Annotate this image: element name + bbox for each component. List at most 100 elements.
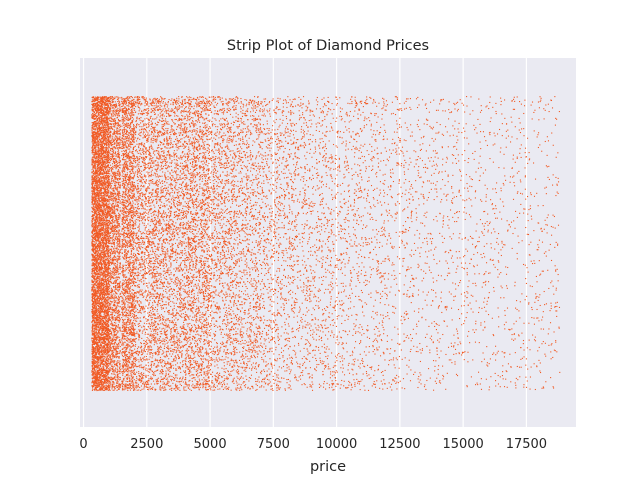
data-point [91, 129, 92, 130]
data-point [100, 363, 101, 364]
data-point [99, 227, 100, 228]
data-point [108, 114, 109, 115]
data-point [102, 289, 103, 290]
data-point [104, 334, 105, 335]
data-point [107, 316, 108, 317]
data-point [99, 170, 100, 171]
data-point [106, 148, 107, 149]
data-point [96, 105, 97, 106]
data-point [100, 214, 101, 215]
data-point [101, 174, 102, 175]
data-point [106, 189, 107, 190]
data-point [92, 365, 93, 366]
data-point [105, 135, 106, 136]
data-point [98, 252, 99, 253]
data-point [105, 279, 106, 280]
data-point [104, 237, 105, 238]
data-point [102, 110, 103, 111]
data-point [106, 208, 107, 209]
data-point [93, 246, 94, 247]
data-point [102, 337, 103, 338]
data-point [92, 222, 93, 223]
data-point [106, 134, 107, 135]
data-point [99, 280, 100, 281]
data-point [92, 223, 93, 224]
data-point [101, 116, 102, 117]
data-point [104, 369, 105, 370]
data-point [94, 161, 95, 162]
data-point [92, 122, 93, 123]
data-point [98, 117, 99, 118]
data-point [101, 192, 102, 193]
data-point [93, 291, 94, 292]
data-point [94, 107, 95, 108]
data-point [96, 146, 97, 147]
data-point [93, 170, 94, 171]
data-point [104, 291, 105, 292]
data-point [103, 219, 104, 220]
data-point [102, 100, 103, 101]
data-point [100, 390, 101, 391]
data-point [96, 180, 97, 181]
data-point [105, 200, 106, 201]
data-point [105, 260, 106, 261]
data-point [108, 286, 109, 287]
data-point [92, 169, 93, 170]
data-point [102, 196, 103, 197]
data-point [101, 217, 102, 218]
data-point [93, 131, 94, 132]
data-point [99, 128, 100, 129]
data-point [101, 266, 102, 267]
data-point [107, 169, 108, 170]
data-point [101, 368, 102, 369]
data-point [106, 179, 107, 180]
data-point [91, 309, 92, 310]
data-point [95, 314, 96, 315]
data-point [97, 174, 98, 175]
data-point [103, 285, 104, 286]
data-point [94, 330, 95, 331]
data-point [91, 172, 92, 173]
data-point [94, 192, 95, 193]
data-point [93, 228, 94, 229]
data-point [93, 273, 94, 274]
data-point [92, 136, 93, 137]
data-point [97, 375, 98, 376]
data-point [107, 194, 108, 195]
data-point [107, 132, 108, 133]
data-point [92, 297, 93, 298]
data-point [104, 188, 105, 189]
data-point [96, 170, 97, 171]
data-point [106, 144, 107, 145]
data-point [107, 299, 108, 300]
data-point [98, 315, 99, 316]
data-point [97, 168, 98, 169]
data-point [91, 289, 92, 290]
data-point [98, 110, 99, 111]
data-point [93, 191, 94, 192]
data-point [104, 264, 105, 265]
data-point [103, 390, 104, 391]
data-point [105, 136, 106, 137]
data-point [95, 385, 96, 386]
data-point [92, 375, 93, 376]
data-point [107, 284, 108, 285]
data-point [105, 254, 106, 255]
data-point [104, 107, 105, 108]
data-point [103, 280, 104, 281]
data-point [93, 144, 94, 145]
data-point [101, 225, 102, 226]
data-point [100, 117, 101, 118]
data-point [95, 308, 96, 309]
data-point [107, 352, 108, 353]
data-point [106, 111, 107, 112]
data-point [95, 193, 96, 194]
data-point [91, 290, 92, 291]
data-point [104, 273, 105, 274]
data-point [96, 120, 97, 121]
data-point [92, 306, 93, 307]
data-point [106, 200, 107, 201]
data-point [92, 367, 93, 368]
data-point [103, 307, 104, 308]
data-point [91, 207, 92, 208]
